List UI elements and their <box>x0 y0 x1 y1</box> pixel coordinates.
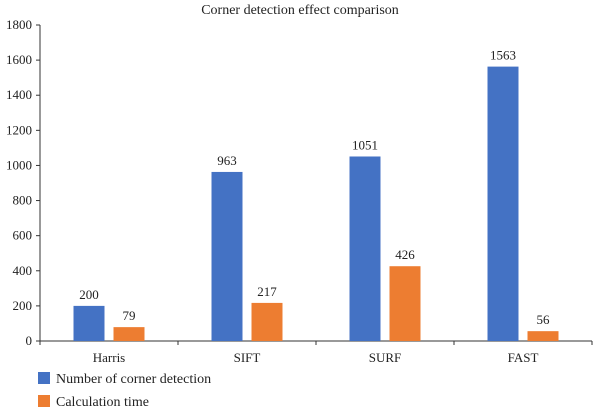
bar <box>73 305 105 341</box>
y-tick-label: 200 <box>13 298 33 313</box>
y-tick-label: 1400 <box>6 87 32 102</box>
y-tick-label: 0 <box>26 333 33 348</box>
bar <box>349 156 381 341</box>
bar <box>389 266 421 341</box>
data-label: 1563 <box>490 48 516 63</box>
bar <box>211 171 243 341</box>
legend-swatch <box>38 372 50 384</box>
bars-group: 200 79 963 217 1051 426 1563 56 <box>73 48 559 342</box>
x-category-label: SURF <box>369 350 402 365</box>
data-label: 79 <box>123 308 136 323</box>
data-label: 200 <box>79 287 99 302</box>
y-tick-label: 1800 <box>6 17 32 32</box>
data-label: 426 <box>395 247 415 262</box>
chart-title: Corner detection effect comparison <box>201 3 399 18</box>
x-category-label: Harris <box>93 350 126 365</box>
data-label: 1051 <box>352 137 378 152</box>
y-tick-label: 600 <box>13 228 33 243</box>
legend: Number of corner detection Calculation ti… <box>38 372 211 410</box>
x-category-label: FAST <box>508 350 539 365</box>
y-tick-label: 1000 <box>6 157 32 172</box>
bar <box>487 66 519 342</box>
legend-label: Calculation time <box>56 395 149 410</box>
y-tick-label: 800 <box>13 193 33 208</box>
data-label: 56 <box>537 312 551 327</box>
x-category-label: SIFT <box>234 350 261 365</box>
y-tick-label: 1600 <box>6 52 32 67</box>
data-label: 217 <box>257 284 277 299</box>
y-tick-label: 400 <box>13 263 33 278</box>
bar <box>113 327 145 341</box>
bar <box>251 302 283 341</box>
legend-label: Number of corner detection <box>56 372 211 387</box>
data-label: 963 <box>217 153 237 168</box>
axes: 0 200 400 600 800 1000 1200 1400 1600 1800 Harris S… <box>6 17 593 365</box>
bar <box>527 331 559 341</box>
legend-swatch <box>38 395 50 407</box>
y-tick-label: 1200 <box>6 122 32 137</box>
